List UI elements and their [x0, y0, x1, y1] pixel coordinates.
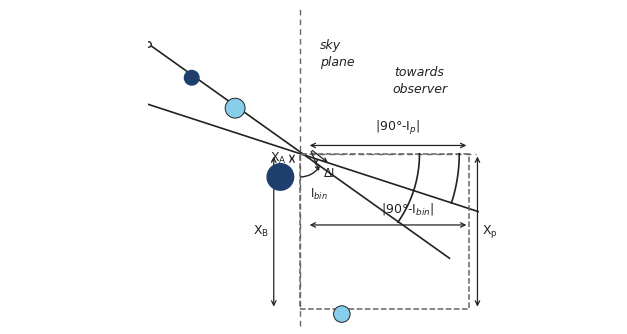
Text: ΔI: ΔI — [324, 167, 335, 180]
Text: I$_{bin}$: I$_{bin}$ — [310, 187, 328, 202]
Text: sky
plane: sky plane — [320, 39, 355, 69]
Circle shape — [225, 98, 245, 118]
Circle shape — [334, 306, 350, 322]
Text: |90°-I$_p$|: |90°-I$_p$| — [376, 119, 421, 137]
Text: X$_\mathrm{B}$: X$_\mathrm{B}$ — [253, 224, 269, 239]
Text: |90°-I$_{bin}$|: |90°-I$_{bin}$| — [381, 201, 435, 217]
Text: X$_\mathrm{p}$: X$_\mathrm{p}$ — [482, 223, 498, 240]
Text: X$_\mathrm{A}$: X$_\mathrm{A}$ — [270, 151, 287, 166]
Bar — [300, 154, 469, 309]
Circle shape — [184, 70, 199, 85]
Text: towards
observer: towards observer — [392, 66, 447, 96]
Circle shape — [267, 164, 293, 190]
